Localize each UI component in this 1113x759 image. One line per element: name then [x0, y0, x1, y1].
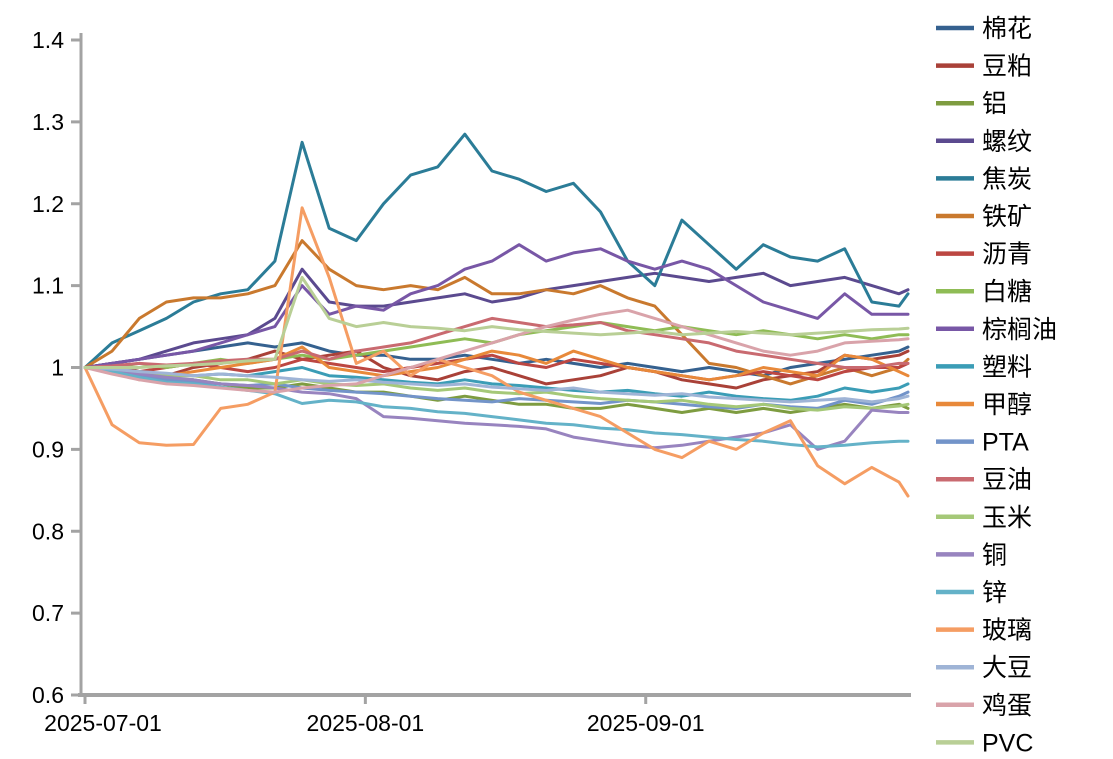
series-line: [83, 267, 910, 369]
legend-item: 甲醇: [936, 391, 1032, 419]
legend-label: 鸡蛋: [982, 692, 1032, 720]
legend-item: 白糖: [936, 278, 1032, 306]
legend-item: 沥青: [936, 241, 1032, 269]
series-line: [83, 366, 910, 404]
x-axis-tick-label: 2025-09-01: [587, 710, 705, 736]
series-line: [83, 206, 910, 498]
legend-label: 铝: [982, 90, 1007, 118]
legend-item: 铁矿: [936, 203, 1032, 231]
x-axis-tick-label: 2025-08-01: [307, 710, 425, 736]
legend-label: 铜: [982, 541, 1007, 569]
series-line: [83, 366, 910, 451]
series-line: [83, 316, 910, 369]
legend-item: 螺纹: [936, 128, 1032, 156]
legend-item: 棕榈油: [936, 316, 1057, 344]
legend-item: 铜: [936, 541, 1007, 569]
legend-label: 焦炭: [982, 165, 1032, 193]
series-line: [83, 366, 910, 412]
legend-item: PTA: [936, 429, 1029, 457]
legend-item: 棉花: [936, 15, 1032, 43]
legend-item: 铝: [936, 90, 1007, 118]
legend-label: 玻璃: [982, 617, 1032, 645]
legend-label: 塑料: [982, 353, 1032, 381]
legend-item: 大豆: [936, 654, 1032, 682]
x-axis-tick-label: 2025-07-01: [44, 710, 162, 736]
legend-item: 豆粕: [936, 53, 1032, 81]
legend-item: 塑料: [936, 353, 1032, 381]
legend-item: 焦炭: [936, 165, 1032, 193]
legend-label: 棉花: [982, 15, 1032, 43]
legend-item: 鸡蛋: [936, 692, 1032, 720]
legend-label: 白糖: [982, 278, 1032, 306]
y-axis-tick-label: 1.4: [32, 27, 64, 53]
series-line: [83, 345, 910, 382]
legend-label: 大豆: [982, 654, 1032, 682]
y-axis-tick-label: 0.7: [32, 600, 64, 626]
legend-label: 甲醇: [982, 391, 1032, 419]
legend-label: 豆粕: [982, 53, 1032, 81]
legend-item: PVC: [936, 729, 1033, 757]
series-line: [83, 308, 910, 394]
legend-label: 螺纹: [982, 128, 1032, 156]
legend-label: PTA: [982, 429, 1029, 457]
legend-item: 豆油: [936, 466, 1032, 494]
y-axis-tick-label: 1.3: [32, 109, 64, 135]
series-line: [83, 132, 910, 369]
y-axis-tick-label: 1.1: [32, 273, 64, 299]
y-axis-tick-label: 1: [51, 355, 64, 381]
legend-label: PVC: [982, 729, 1033, 757]
legend-label: 铁矿: [982, 203, 1032, 231]
series-line: [83, 275, 910, 369]
legend-item: 玻璃: [936, 617, 1032, 645]
series-line: [83, 239, 910, 386]
series-line: [83, 341, 910, 378]
legend-label: 棕榈油: [982, 316, 1057, 344]
legend-item: 锌: [936, 579, 1007, 607]
legend-item: 玉米: [936, 504, 1032, 532]
y-axis-tick-label: 0.6: [32, 682, 64, 708]
y-axis-tick-label: 1.2: [32, 191, 64, 217]
y-axis-tick-label: 0.8: [32, 518, 64, 544]
y-axis-tick-label: 0.9: [32, 436, 64, 462]
legend-label: 沥青: [982, 241, 1032, 269]
legend-label: 豆油: [982, 466, 1032, 494]
legend-label: 玉米: [982, 504, 1032, 532]
legend-label: 锌: [982, 579, 1007, 607]
series-line: [83, 243, 910, 369]
